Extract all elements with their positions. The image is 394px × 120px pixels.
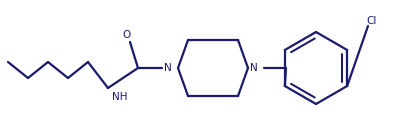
Text: NH: NH — [112, 92, 128, 102]
Text: Cl: Cl — [367, 16, 377, 26]
Text: N: N — [164, 63, 172, 73]
Text: O: O — [123, 30, 131, 40]
Text: N: N — [250, 63, 258, 73]
